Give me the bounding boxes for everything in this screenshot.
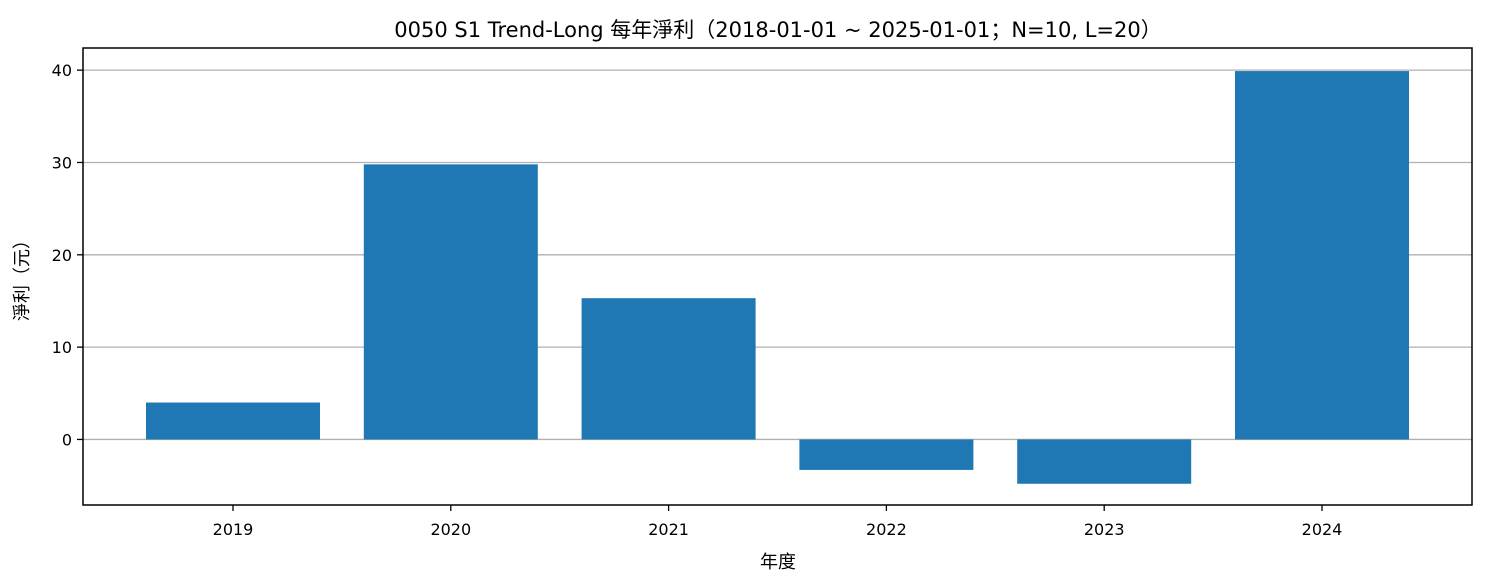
y-axis-label: 淨利（元） [12, 231, 33, 321]
x-tick-label-2023: 2023 [1084, 520, 1125, 539]
y-tick-label: 30 [52, 153, 72, 172]
bar-2023 [1017, 439, 1192, 484]
x-tick-label-2021: 2021 [648, 520, 689, 539]
x-axis-ticks: 2019 2020 2021 2022 2023 2024 [213, 505, 1343, 539]
bars [146, 71, 1409, 484]
plot-area-frame [82, 47, 1473, 506]
x-axis-label: 年度 [760, 552, 796, 573]
bar-2022 [799, 439, 974, 470]
x-tick-label-2020: 2020 [430, 520, 471, 539]
bar-2019 [146, 402, 320, 440]
chart-title: 0050 S1 Trend-Long 每年淨利（2018-01-01 ~ 202… [394, 18, 1161, 42]
bar-2021 [581, 298, 756, 440]
y-tick-label: 0 [62, 430, 72, 449]
y-axis-ticks: 0 10 20 30 40 [52, 61, 83, 449]
y-tick-label: 20 [52, 246, 72, 265]
y-tick-label: 10 [52, 338, 72, 357]
y-tick-label: 40 [52, 61, 72, 80]
x-tick-label-2024: 2024 [1302, 520, 1343, 539]
bar-2020 [363, 164, 538, 440]
x-tick-label-2022: 2022 [866, 520, 907, 539]
x-tick-label-2019: 2019 [213, 520, 254, 539]
bar-2024 [1235, 71, 1409, 440]
